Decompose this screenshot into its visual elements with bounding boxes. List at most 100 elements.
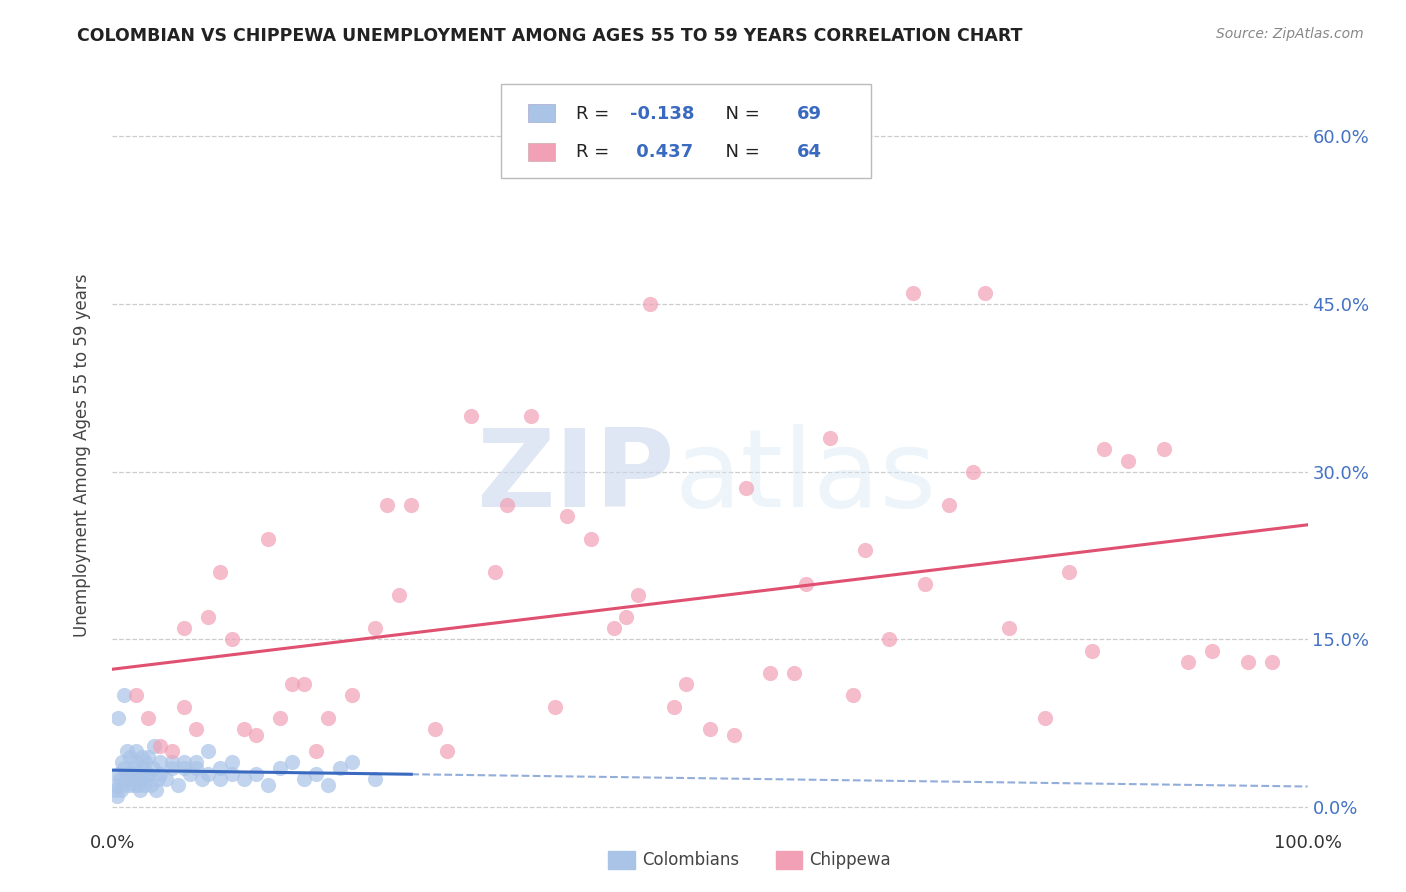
Point — [120, 766, 142, 780]
Point — [125, 689, 148, 703]
Point — [197, 766, 219, 780]
Point — [436, 744, 458, 758]
Point — [1261, 655, 1284, 669]
Point — [138, 766, 160, 780]
Point — [281, 756, 304, 770]
Point — [121, 766, 143, 780]
Point — [162, 744, 183, 758]
Point — [340, 689, 363, 703]
Point — [221, 766, 243, 780]
Point — [1081, 643, 1104, 657]
Point — [105, 778, 128, 792]
Point — [105, 789, 128, 803]
Point — [107, 766, 129, 780]
Point — [842, 689, 865, 703]
Point — [914, 576, 936, 591]
Point — [1153, 442, 1175, 457]
Point — [377, 498, 399, 512]
Point — [162, 756, 183, 770]
Y-axis label: Unemployment Among Ages 55 to 59 years: Unemployment Among Ages 55 to 59 years — [73, 273, 91, 637]
Point — [364, 772, 387, 787]
Point — [998, 621, 1021, 635]
Point — [167, 778, 190, 792]
Point — [292, 677, 315, 691]
Text: R =: R = — [576, 104, 616, 122]
Point — [125, 744, 148, 758]
FancyBboxPatch shape — [609, 851, 634, 869]
Point — [149, 766, 172, 780]
Text: 69: 69 — [797, 104, 823, 122]
Point — [818, 431, 841, 445]
Point — [186, 756, 208, 770]
Point — [340, 756, 363, 770]
Point — [131, 750, 153, 764]
Text: 64: 64 — [797, 144, 823, 161]
Text: Source: ZipAtlas.com: Source: ZipAtlas.com — [1216, 27, 1364, 41]
Point — [245, 727, 267, 741]
Point — [496, 498, 519, 512]
Text: Colombians: Colombians — [643, 851, 740, 869]
Point — [145, 783, 167, 797]
Point — [1118, 453, 1140, 467]
Point — [108, 772, 131, 787]
Text: R =: R = — [576, 144, 616, 161]
Point — [131, 761, 153, 775]
Text: -0.138: -0.138 — [630, 104, 695, 122]
Point — [233, 772, 256, 787]
Point — [129, 783, 152, 797]
Point — [543, 699, 565, 714]
Point — [209, 761, 232, 775]
Point — [305, 766, 328, 780]
Point — [134, 756, 156, 770]
Point — [699, 722, 721, 736]
Point — [139, 778, 162, 792]
Point — [117, 766, 139, 780]
Point — [664, 699, 686, 714]
Text: ZIP: ZIP — [475, 425, 675, 531]
Text: N =: N = — [714, 104, 765, 122]
Point — [129, 772, 152, 787]
Point — [173, 761, 195, 775]
FancyBboxPatch shape — [501, 84, 872, 178]
Point — [759, 665, 782, 680]
Text: 0.437: 0.437 — [630, 144, 693, 161]
Point — [723, 727, 745, 741]
Point — [1057, 566, 1080, 580]
Point — [162, 761, 183, 775]
Point — [1237, 655, 1260, 669]
Point — [186, 761, 208, 775]
Point — [149, 739, 172, 753]
Point — [292, 772, 315, 787]
Point — [484, 566, 506, 580]
Point — [114, 689, 135, 703]
Point — [1201, 643, 1223, 657]
Point — [675, 677, 697, 691]
Text: COLOMBIAN VS CHIPPEWA UNEMPLOYMENT AMONG AGES 55 TO 59 YEARS CORRELATION CHART: COLOMBIAN VS CHIPPEWA UNEMPLOYMENT AMONG… — [77, 27, 1022, 45]
Point — [783, 665, 806, 680]
Point — [221, 756, 243, 770]
Point — [269, 761, 291, 775]
Point — [127, 778, 149, 792]
Point — [122, 778, 145, 792]
FancyBboxPatch shape — [529, 143, 555, 161]
Point — [114, 772, 136, 787]
Point — [257, 532, 280, 546]
Point — [135, 772, 157, 787]
Point — [110, 783, 132, 797]
Point — [138, 711, 160, 725]
Point — [520, 409, 543, 423]
Point — [107, 711, 129, 725]
Point — [616, 610, 638, 624]
Point — [173, 699, 195, 714]
Point — [191, 772, 214, 787]
Point — [257, 778, 280, 792]
FancyBboxPatch shape — [776, 851, 801, 869]
Point — [197, 610, 219, 624]
Point — [364, 621, 387, 635]
Point — [401, 498, 423, 512]
Point — [425, 722, 447, 736]
Point — [118, 778, 141, 792]
Point — [316, 711, 339, 725]
Point — [1094, 442, 1116, 457]
Point — [136, 766, 159, 780]
